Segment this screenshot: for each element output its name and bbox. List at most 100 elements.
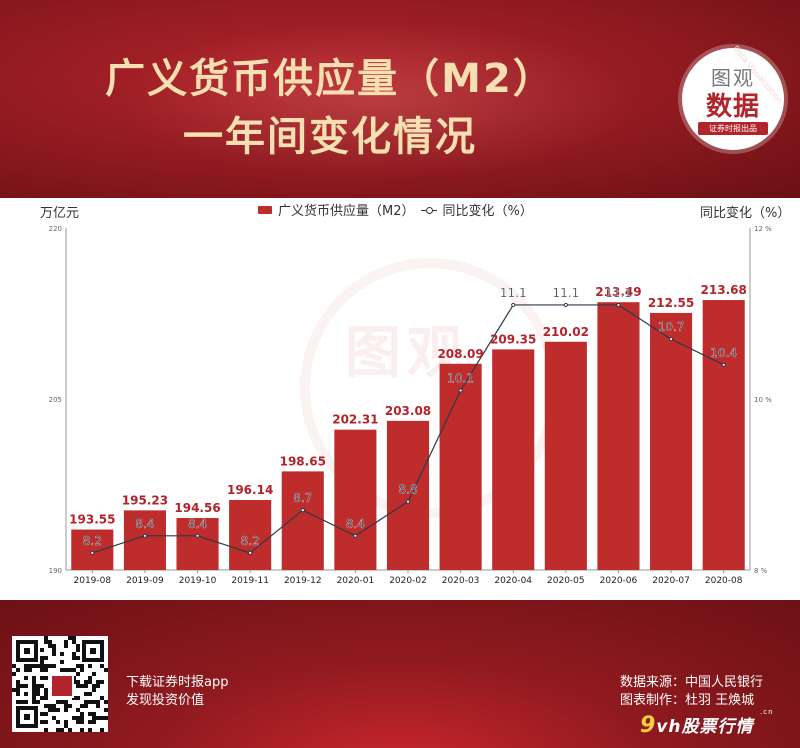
qr-module (80, 704, 84, 708)
qr-module (60, 728, 64, 732)
qr-module (44, 636, 48, 640)
qr-code[interactable] (12, 636, 108, 732)
chart-title-line2: 一年间变化情况 (183, 114, 477, 160)
qr-module (64, 708, 68, 712)
app-promo: 下载证券时报app 发现投资价值 (126, 674, 228, 710)
yoy-point (405, 499, 411, 504)
qr-module (88, 712, 92, 716)
yoy-point (248, 550, 253, 555)
qr-module (52, 652, 56, 656)
bar (702, 300, 745, 570)
source-line2: 图表制作：杜羽 王焕城 (620, 693, 755, 708)
qr-module (16, 700, 20, 704)
combo-chart: 190 205 220 8 % 10 % 12 % 2019-08 2019-09 2019-1… (49, 225, 773, 586)
yoy-value-label: 8.4 (135, 517, 154, 531)
qr-module (44, 676, 48, 680)
qr-module (44, 640, 48, 644)
qr-module (20, 700, 24, 704)
qr-module (76, 720, 80, 724)
qr-center-logo (50, 674, 74, 698)
yoy-value-label: 11.1 (605, 286, 632, 300)
yoy-point (511, 302, 516, 308)
qr-module (40, 660, 44, 664)
qr-module (56, 708, 60, 712)
qr-module (76, 648, 80, 652)
qr-module (100, 716, 104, 720)
qr-module (80, 720, 84, 724)
logo-sub-text: 证券时报出品 (698, 122, 768, 135)
qr-module (36, 684, 40, 688)
qr-module (44, 712, 48, 716)
qr-module (80, 664, 84, 668)
qr-module (76, 680, 80, 684)
legend-bar-swatch (258, 205, 272, 214)
logo-top-text: 图观 (711, 66, 755, 90)
yoy-value-label: 10.1 (447, 371, 474, 385)
logo-main-text: 数据 (705, 92, 760, 122)
qr-module (96, 680, 100, 684)
qr-module (92, 700, 96, 704)
qr-module (48, 640, 52, 644)
qr-module (32, 684, 36, 688)
yoy-point (563, 302, 568, 308)
x-tick-label: 2020-06 (600, 576, 638, 586)
qr-module (32, 688, 36, 692)
qr-module (72, 656, 76, 660)
qr-module (32, 680, 36, 684)
qr-module (80, 716, 84, 720)
yoy-point (142, 533, 148, 538)
chart-area: 图观 万亿元 同比变化（%） 广义货币供应量（M2） 同比变化（%） 190 20… (0, 198, 800, 600)
qr-module (96, 700, 100, 704)
qr-module (40, 668, 44, 672)
qr-module (96, 684, 100, 688)
bar-value-label: 194.56 (174, 501, 220, 515)
qr-module (52, 704, 56, 708)
qr-module (84, 684, 88, 688)
qr-module (16, 680, 20, 684)
promo-line1: 下载证券时报app (126, 675, 229, 690)
qr-module (20, 684, 24, 688)
qr-module (104, 708, 108, 712)
qr-module (92, 720, 96, 724)
yoy-point (195, 533, 200, 538)
qr-module (88, 700, 92, 704)
qr-module (52, 716, 56, 720)
qr-module (92, 716, 96, 720)
yoy-point (616, 302, 621, 308)
qr-module (48, 704, 52, 708)
header-highlight (120, 20, 640, 180)
bar (176, 518, 219, 570)
qr-module (104, 700, 108, 704)
legend-bar-label: 广义货币供应量（M2） (278, 204, 415, 219)
qr-module (24, 676, 28, 680)
qr-module (60, 700, 64, 704)
bar-value-label: 196.14 (227, 483, 273, 497)
qr-module (72, 680, 76, 684)
x-tick-label: 2020-01 (337, 576, 375, 586)
yoy-point (668, 337, 674, 342)
qr-module (44, 692, 48, 696)
bar (492, 349, 535, 570)
qr-module (64, 724, 68, 728)
qr-module (60, 668, 64, 672)
qr-module (88, 676, 92, 680)
qr-module (72, 636, 76, 640)
brand-sub: .cn (760, 708, 774, 716)
qr-module (12, 688, 16, 692)
y2-tick-label: 8 % (754, 567, 768, 575)
qr-module (56, 728, 60, 732)
qr-module (12, 664, 16, 668)
yoy-point (458, 388, 463, 393)
site-brand[interactable]: 9vh股票行情 .cn (640, 708, 773, 738)
qr-module (72, 668, 76, 672)
qr-module (32, 696, 36, 700)
qr-module (104, 716, 108, 720)
promo-line2: 发现投资价值 (126, 693, 205, 708)
bar-value-label: 208.09 (437, 347, 483, 361)
qr-module (36, 692, 40, 696)
footer-banner: 下载证券时报app 发现投资价值 数据来源：中国人民银行 图表制作：杜羽 王焕城… (0, 600, 800, 748)
qr-module (72, 696, 76, 700)
x-tick-label: 2020-04 (494, 576, 532, 586)
qr-module (80, 712, 84, 716)
qr-module (92, 684, 96, 688)
